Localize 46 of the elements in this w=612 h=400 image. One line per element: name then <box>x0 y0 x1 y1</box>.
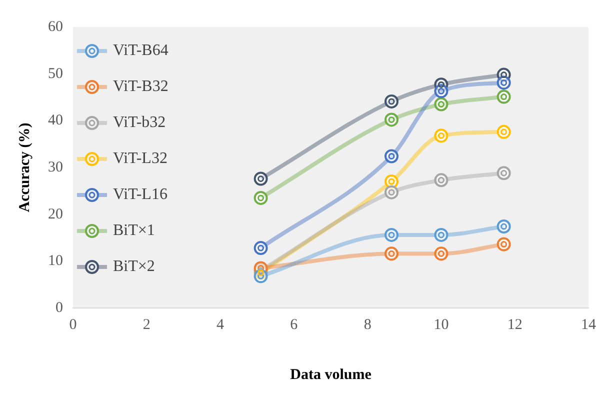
legend-label: ViT-B32 <box>113 78 168 96</box>
y-tick-label: 40 <box>48 112 63 129</box>
y-tick-label: 60 <box>48 18 63 35</box>
x-tick-label: 2 <box>142 316 150 333</box>
point <box>496 76 511 90</box>
point <box>496 90 511 104</box>
x-axis-title: Data volume <box>290 366 372 383</box>
point <box>384 94 399 108</box>
y-tick-label: 30 <box>48 159 63 176</box>
point <box>496 220 511 234</box>
legend-label: ViT-L16 <box>113 186 168 204</box>
x-tick-label: 6 <box>290 316 298 333</box>
point <box>384 228 399 242</box>
y-tick-label: 10 <box>48 253 63 270</box>
point <box>496 166 511 180</box>
legend-label: ViT-L32 <box>113 150 168 168</box>
y-tick-label: 0 <box>56 300 63 316</box>
point <box>496 237 511 252</box>
x-tick-label: 4 <box>216 316 225 333</box>
x-tick-label: 14 <box>581 316 596 333</box>
legend-label: BiT×1 <box>113 222 155 240</box>
point <box>384 112 399 127</box>
point <box>384 174 399 189</box>
point <box>384 149 399 164</box>
x-tick-label: 8 <box>364 316 372 333</box>
point <box>254 172 268 186</box>
x-tick-label: 12 <box>507 316 522 333</box>
point <box>384 185 399 200</box>
point <box>254 190 268 205</box>
point <box>434 173 448 188</box>
legend-label: ViT-B64 <box>113 42 168 60</box>
point <box>384 246 399 261</box>
y-tick-label: 50 <box>48 66 63 82</box>
point <box>496 124 511 139</box>
x-tick-label: 0 <box>69 316 77 333</box>
point <box>434 97 448 112</box>
y-axis-title: Accuracy (%) <box>16 122 33 212</box>
legend-label: ViT-b32 <box>113 114 166 132</box>
point <box>434 84 448 98</box>
point <box>254 241 268 256</box>
x-tick-label: 10 <box>434 316 449 333</box>
point <box>434 128 448 143</box>
point <box>434 228 448 242</box>
y-tick-label: 20 <box>48 206 63 222</box>
legend-label: BiT×2 <box>113 258 155 276</box>
point <box>434 246 448 261</box>
